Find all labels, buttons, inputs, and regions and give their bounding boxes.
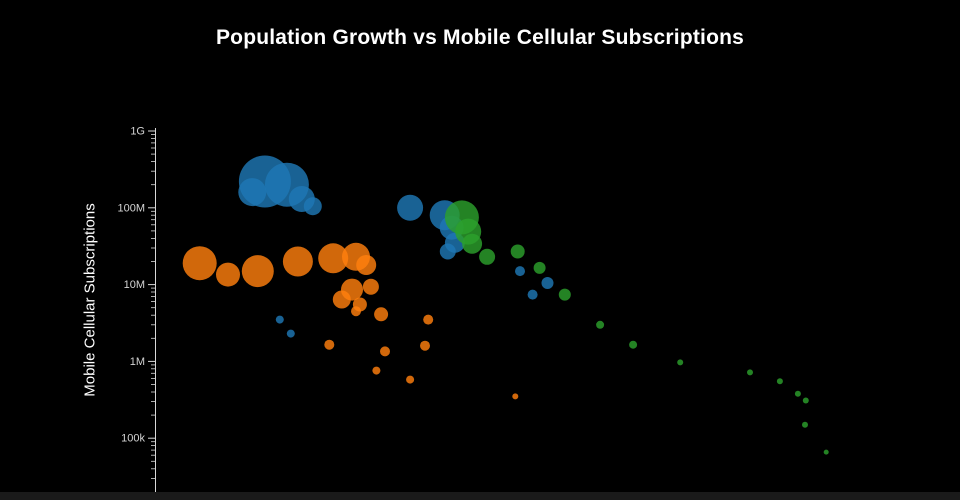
bubble-series-2-orange[interactable] xyxy=(512,393,519,400)
bubble-series-1-blue[interactable] xyxy=(286,329,295,338)
bubble-series-2-orange[interactable] xyxy=(282,246,313,277)
bubble-series-2-orange[interactable] xyxy=(356,255,377,275)
bubble-series-3-green[interactable] xyxy=(677,359,684,366)
bubble-series-1-blue[interactable] xyxy=(541,277,554,289)
bubble-series-2-orange[interactable] xyxy=(423,314,434,325)
bubble-series-2-orange[interactable] xyxy=(374,307,389,322)
bubble-series-2-orange[interactable] xyxy=(380,346,390,357)
bubble-series-3-green[interactable] xyxy=(462,233,483,254)
bubble-series-3-green[interactable] xyxy=(558,288,571,301)
bubble-series-1-blue[interactable] xyxy=(527,289,538,300)
bubble-series-1-blue[interactable] xyxy=(439,243,456,260)
bubble-series-2-orange[interactable] xyxy=(318,243,349,274)
bubble-series-3-green[interactable] xyxy=(479,248,496,265)
bubble-series-2-orange[interactable] xyxy=(351,306,361,317)
y-tick-label: 10M xyxy=(124,279,145,291)
bubble-series-3-green[interactable] xyxy=(776,378,783,385)
bubble-series-2-orange[interactable] xyxy=(216,262,240,287)
bubble-series-3-green[interactable] xyxy=(802,397,809,404)
bubble-series-3-green[interactable] xyxy=(533,261,546,274)
y-tick-label: 100M xyxy=(117,202,145,214)
bubble-series-3-green[interactable] xyxy=(747,369,753,376)
bubble-series-2-orange[interactable] xyxy=(241,255,274,288)
bubble-series-3-green[interactable] xyxy=(510,244,525,259)
y-tick-label: 1G xyxy=(130,126,145,138)
bubble-series-1-blue[interactable] xyxy=(303,197,322,216)
bubble-series-3-green[interactable] xyxy=(823,449,829,455)
bubble-series-2-orange[interactable] xyxy=(324,339,335,350)
bubble-series-2-orange[interactable] xyxy=(406,375,415,384)
bubble-series-2-orange[interactable] xyxy=(420,340,430,351)
bubble-series-3-green[interactable] xyxy=(596,320,605,329)
bubble-series-2-orange[interactable] xyxy=(362,278,379,295)
bubble-series-1-blue[interactable] xyxy=(397,194,424,221)
y-tick-label: 1M xyxy=(130,356,145,368)
bubble-series-3-green[interactable] xyxy=(802,421,808,428)
y-tick-label: 100k xyxy=(121,433,145,445)
bubble-series-1-blue[interactable] xyxy=(515,266,525,277)
bubble-series-3-green[interactable] xyxy=(629,340,638,349)
bubble-series-1-blue[interactable] xyxy=(238,178,267,207)
bubble-series-2-orange[interactable] xyxy=(182,246,217,281)
bubble-series-1-blue[interactable] xyxy=(275,315,284,324)
chart-title: Population Growth vs Mobile Cellular Sub… xyxy=(215,26,745,49)
bubble-series-2-orange[interactable] xyxy=(372,366,381,375)
bubble-series-2-orange[interactable] xyxy=(332,290,351,309)
bottom-strip xyxy=(0,492,960,500)
bubble-series-3-green[interactable] xyxy=(794,390,801,397)
